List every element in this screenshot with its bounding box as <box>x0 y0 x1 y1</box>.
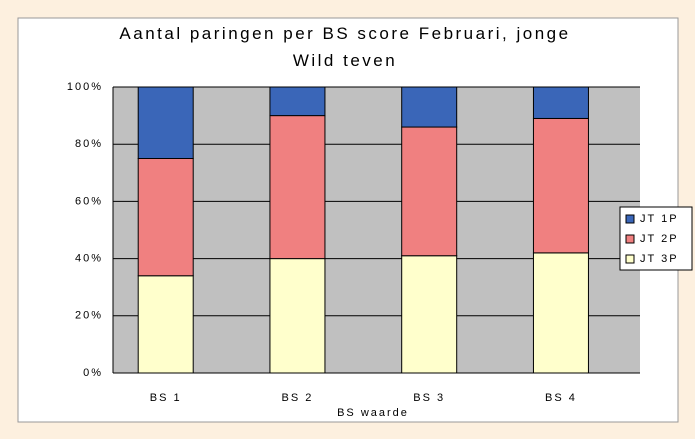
legend-swatch <box>625 254 635 264</box>
bar-segment <box>269 258 326 374</box>
bar-segment <box>532 86 589 119</box>
y-tick-label: 60% <box>75 195 103 207</box>
legend-swatch <box>625 234 635 244</box>
x-tick-label: BS 3 <box>413 392 445 404</box>
bar-segment <box>137 158 194 277</box>
y-tick-label: 80% <box>75 138 103 150</box>
bar-segment <box>401 255 458 374</box>
x-tick-label: BS 2 <box>282 392 314 404</box>
x-axis-label: BS waarde <box>337 407 409 419</box>
bar-segment <box>532 117 589 254</box>
legend-label: JT 1P <box>640 213 679 225</box>
x-tick-label: BS 1 <box>150 392 182 404</box>
bar-segment <box>137 86 194 159</box>
legend-label: JT 2P <box>640 233 679 245</box>
bar-segment <box>137 275 194 374</box>
y-tick-label: 20% <box>75 310 103 322</box>
y-tick-label: 40% <box>75 253 103 265</box>
bar-segment <box>532 252 589 374</box>
chart-title: Aantal paringen per BS score Februari, j… <box>119 24 571 70</box>
bar-segment <box>269 115 326 260</box>
bar-segment <box>401 126 458 257</box>
y-tick-label: 0% <box>83 367 103 379</box>
bar-segment <box>401 86 458 128</box>
legend-label: JT 3P <box>640 253 679 265</box>
legend-swatch <box>625 214 635 224</box>
x-tick-label: BS 4 <box>545 392 577 404</box>
bar-segment <box>269 86 326 117</box>
y-tick-label: 100% <box>67 81 103 93</box>
